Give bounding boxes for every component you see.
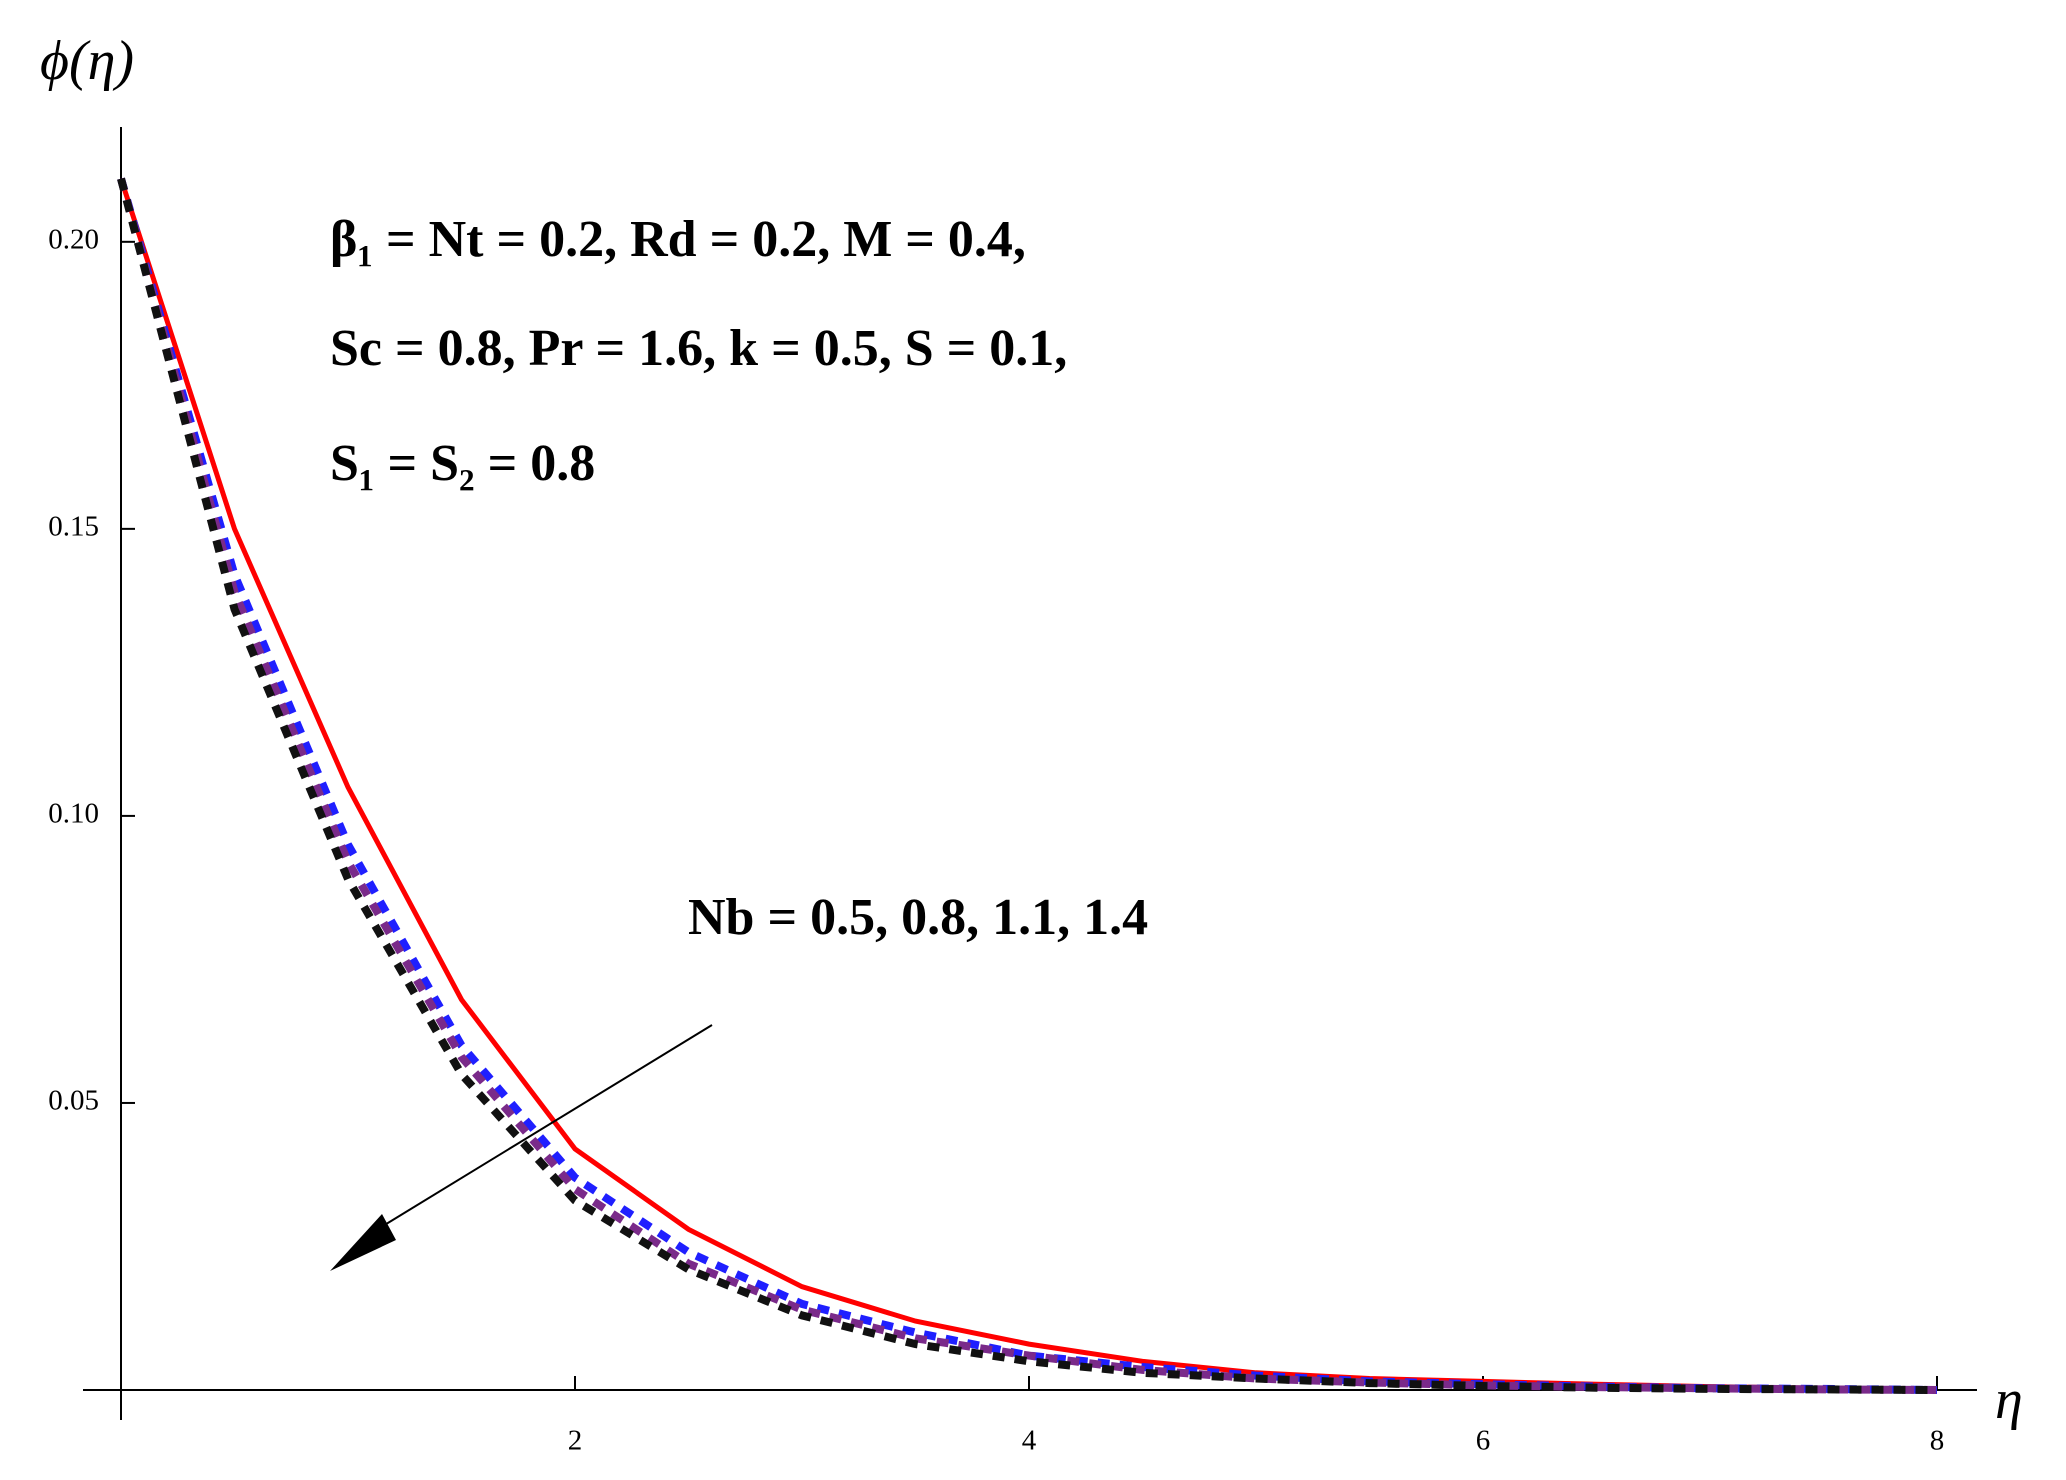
- y-axis-label: ϕ(η): [40, 30, 134, 92]
- annotation: Nb = 0.5, 0.8, 1.1, 1.4: [688, 889, 1148, 946]
- x-tick-label: 8: [1930, 1425, 1945, 1457]
- y-tick-label: 0.05: [48, 1085, 99, 1117]
- annotation: S₁ = S₂ = 0.8: [330, 435, 595, 492]
- series-line: [117, 177, 1938, 1394]
- x-tick-label: 4: [1022, 1425, 1037, 1457]
- x-axis-label: η: [1995, 1369, 2023, 1431]
- x-tick-label: 2: [568, 1425, 583, 1457]
- y-tick-label: 0.20: [48, 223, 99, 255]
- y-tick-label: 0.10: [48, 798, 99, 830]
- series-line: [117, 177, 1938, 1394]
- arrow-head: [330, 1214, 396, 1271]
- y-tick-label: 0.15: [48, 511, 99, 543]
- annotation: β₁ = Nt = 0.2, Rd = 0.2, M = 0.4,: [330, 211, 1026, 268]
- x-tick-label: 6: [1476, 1425, 1491, 1457]
- arrow: [359, 1024, 713, 1241]
- plot-area: 2 4 6 8 0.05 0.10 0.15 0.20: [48, 127, 1977, 1457]
- annotation: Sc = 0.8, Pr = 1.6, k = 0.5, S = 0.1,: [330, 320, 1067, 377]
